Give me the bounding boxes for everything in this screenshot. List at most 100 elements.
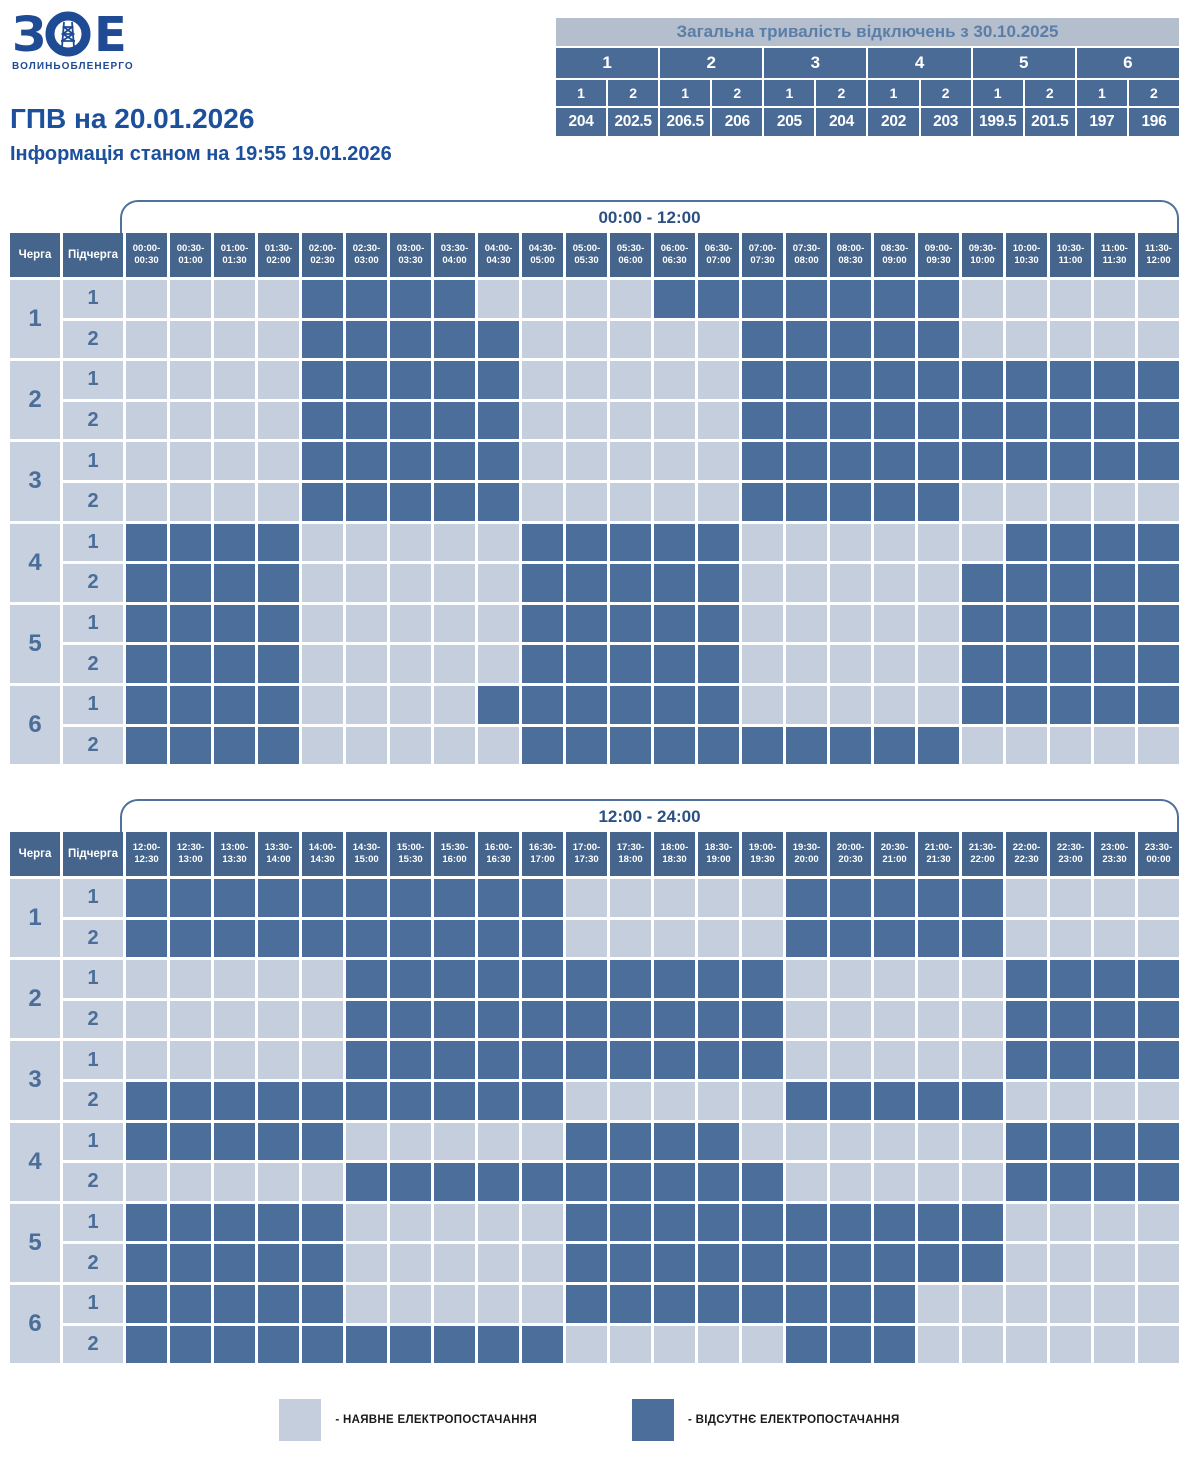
schedule-cell-q3-1-11:00-11:30 [1094,442,1135,480]
schedule-cell-q2-1-06:30-07:00 [698,361,739,399]
schedule-cell-q2-1-21:00-21:30 [918,960,959,998]
schedule-cell-q3-1-16:00-16:30 [478,1041,519,1079]
schedule-cell-q4-1-18:00-18:30 [654,1122,695,1161]
schedule-cell-q1-1-10:00-10:30 [1006,280,1047,318]
schedule-cell-q6-1-04:30-05:00 [522,685,563,724]
schedule-cell-q1-1-21:00-21:30 [918,879,959,917]
schedule-cell-q5-1-00:30-01:00 [170,604,211,643]
power-pylon-icon [61,21,75,48]
time-slot-header-02:30: 02:30- 03:00 [346,233,387,277]
schedule-cell-q5-1-15:30-16:00 [434,1203,475,1242]
summary-total-q3-2: 204 [816,108,867,136]
schedule-cell-q4-2-00:30-01:00 [170,564,211,602]
schedule-cell-q4-1-06:30-07:00 [698,523,739,562]
schedule-cell-q4-1-01:30-02:00 [258,523,299,562]
schedule-cell-q6-2-16:30-17:00 [522,1325,563,1364]
time-slot-header-15:00: 15:00- 15:30 [390,832,431,876]
schedule-cell-q5-1-19:30-20:00 [786,1203,827,1242]
schedule-cell-q2-2-17:00-17:30 [566,1000,607,1039]
summary-subqueue-q2-1: 1 [660,80,711,106]
schedule-cell-q6-2-05:00-05:30 [566,726,607,765]
schedule-cell-q4-1-20:30-21:00 [874,1122,915,1161]
schedule-cell-q6-2-08:30-09:00 [874,726,915,765]
schedule-cell-q1-1-17:30-18:00 [610,879,651,917]
schedule-cell-q3-1-10:30-11:00 [1050,442,1091,480]
schedule-cell-q6-2-15:30-16:00 [434,1325,475,1364]
schedule-cell-q3-2-13:30-14:00 [258,1081,299,1120]
schedule-cell-q2-2-23:00-23:30 [1094,1000,1135,1039]
schedule-cell-q2-1-08:00-08:30 [830,361,871,399]
schedule-cell-q1-2-23:00-23:30 [1094,919,1135,958]
schedule-cell-q4-2-10:30-11:00 [1050,564,1091,602]
time-slot-header-06:30: 06:30- 07:00 [698,233,739,277]
schedule-cell-q4-2-14:00-14:30 [302,1163,343,1201]
schedule-cell-q5-1-19:00-19:30 [742,1203,783,1242]
schedule-cell-q4-1-00:30-01:00 [170,523,211,562]
schedule-cell-q4-2-01:30-02:00 [258,564,299,602]
time-window-bracket-am: 00:00 - 12:00 [120,200,1179,233]
schedule-cell-q6-1-20:00-20:30 [830,1284,871,1323]
time-slot-header-13:00: 13:00- 13:30 [214,832,255,876]
summary-total-q5-1: 199.5 [972,108,1023,136]
schedule-cell-q2-1-22:30-23:00 [1050,960,1091,998]
time-slot-header-23:00: 23:00- 23:30 [1094,832,1135,876]
schedule-cell-q1-2-03:00-03:30 [390,320,431,359]
schedule-cell-q4-1-09:00-09:30 [918,523,959,562]
time-slot-header-08:30: 08:30- 09:00 [874,233,915,277]
schedule-cell-q2-2-19:30-20:00 [786,1000,827,1039]
summary-subqueue-q3-1: 1 [764,80,815,106]
schedule-cell-q2-1-10:30-11:00 [1050,361,1091,399]
schedule-cell-q3-1-13:00-13:30 [214,1041,255,1079]
schedule-cell-q5-1-16:00-16:30 [478,1203,519,1242]
schedule-cell-q5-1-17:30-18:00 [610,1203,651,1242]
time-slot-header-01:30: 01:30- 02:00 [258,233,299,277]
schedule-cell-q6-1-11:00-11:30 [1094,685,1135,724]
schedule-cell-q6-1-19:00-19:30 [742,1284,783,1323]
summary-total-q6-2: 196 [1128,108,1179,136]
schedule-cell-q1-1-08:00-08:30 [830,280,871,318]
schedule-cell-q4-2-03:30-04:00 [434,564,475,602]
schedule-cell-q5-1-08:30-09:00 [874,604,915,643]
schedule-cell-q5-1-07:30-08:00 [786,604,827,643]
schedule-cell-q5-1-06:00-06:30 [654,604,695,643]
schedule-cell-q1-2-12:30-13:00 [170,919,211,958]
schedule-cell-q5-2-06:30-07:00 [698,645,739,683]
schedule-cell-q6-2-04:00-04:30 [478,726,519,765]
schedule-cell-q3-2-07:00-07:30 [742,482,783,521]
schedule-cell-q3-2-02:00-02:30 [302,482,343,521]
schedule-table-00-12: 00:00 - 12:00 Черга Підчерга 00:00- 00:30 00… [10,200,1179,765]
schedule-cell-q5-2-06:00-06:30 [654,645,695,683]
schedule-cell-q4-1-23:00-23:30 [1094,1122,1135,1161]
subqueue-label-q5-2: 2 [63,645,123,683]
schedule-cell-q2-2-07:30-08:00 [786,401,827,440]
time-slot-header-01:00: 01:00- 01:30 [214,233,255,277]
schedule-cell-q1-1-04:00-04:30 [478,280,519,318]
schedule-cell-q2-2-11:00-11:30 [1094,401,1135,440]
schedule-cell-q2-2-10:30-11:00 [1050,401,1091,440]
schedule-cell-q3-2-15:30-16:00 [434,1081,475,1120]
schedule-cell-q5-2-14:00-14:30 [302,1244,343,1282]
schedule-cell-q1-2-09:00-09:30 [918,320,959,359]
schedule-cell-q4-2-09:00-09:30 [918,564,959,602]
schedule-cell-q5-1-20:30-21:00 [874,1203,915,1242]
schedule-cell-q1-2-06:00-06:30 [654,320,695,359]
summary-total-q2-2: 206 [712,108,763,136]
schedule-cell-q6-1-00:30-01:00 [170,685,211,724]
schedule-cell-q3-1-20:30-21:00 [874,1041,915,1079]
schedule-cell-q2-1-15:30-16:00 [434,960,475,998]
schedule-cell-q2-1-10:00-10:30 [1006,361,1047,399]
schedule-cell-q5-1-01:30-02:00 [258,604,299,643]
schedule-cell-q6-2-22:00-22:30 [1006,1325,1047,1364]
schedule-cell-q5-1-04:00-04:30 [478,604,519,643]
schedule-cell-q5-2-20:30-21:00 [874,1244,915,1282]
schedule-cell-q5-2-14:30-15:00 [346,1244,387,1282]
schedule-cell-q5-1-02:30-03:00 [346,604,387,643]
schedule-cell-q4-1-03:30-04:00 [434,523,475,562]
schedule-cell-q5-2-07:00-07:30 [742,645,783,683]
schedule-cell-q5-2-11:00-11:30 [1094,645,1135,683]
schedule-cell-q6-2-04:30-05:00 [522,726,563,765]
time-slot-header-19:30: 19:30- 20:00 [786,832,827,876]
schedule-cell-q3-1-02:00-02:30 [302,442,343,480]
schedule-cell-q3-2-00:30-01:00 [170,482,211,521]
schedule-cell-q2-1-19:00-19:30 [742,960,783,998]
